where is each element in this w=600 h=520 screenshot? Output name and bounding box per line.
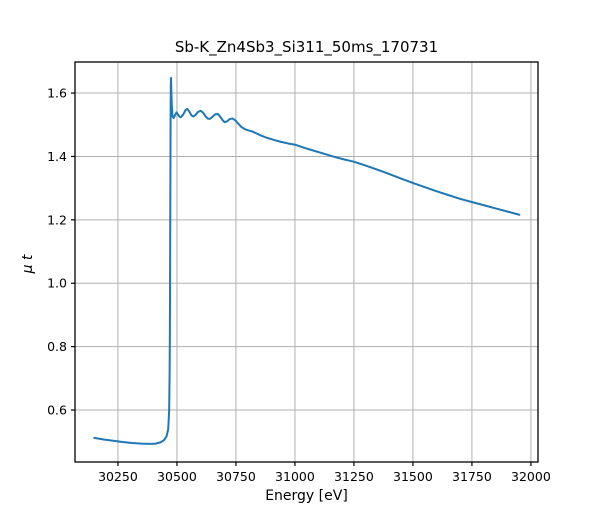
x-tick-label: 30250 xyxy=(98,469,138,484)
x-tick-label: 31250 xyxy=(334,469,374,484)
x-tick-label: 31750 xyxy=(452,469,492,484)
y-tick-label: 1.2 xyxy=(47,212,67,227)
y-tick-label: 0.8 xyxy=(47,339,67,354)
y-tick-label: 1.6 xyxy=(47,86,67,101)
y-tick-label: 0.6 xyxy=(47,403,67,418)
x-tick-label: 30500 xyxy=(157,469,197,484)
x-tick-label: 31000 xyxy=(275,469,315,484)
axes-spines xyxy=(74,61,539,463)
y-tick-label: 1.0 xyxy=(47,276,67,291)
x-tick-label: 31500 xyxy=(393,469,433,484)
spectrum-line xyxy=(93,76,521,445)
x-tick-label: 30750 xyxy=(216,469,256,484)
x-axis-label: Energy [eV] xyxy=(265,488,348,504)
plot-title: Sb-K_Zn4Sb3_Si311_50ms_170731 xyxy=(174,38,439,56)
y-tick-label: 1.4 xyxy=(47,149,67,164)
y-axis-label: μ t xyxy=(20,254,36,274)
x-tick-label: 32000 xyxy=(511,469,551,484)
